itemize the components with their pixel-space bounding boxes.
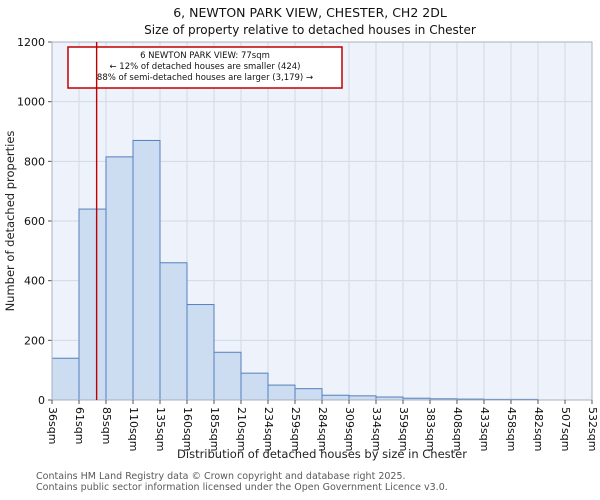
bar-36sqm (51, 357, 80, 401)
bar-309sqm (348, 395, 377, 401)
footer-line-1: Contains HM Land Registry data © Crown c… (36, 471, 406, 482)
annotation-line-2: ← 12% of detached houses are smaller (42… (109, 62, 300, 72)
y-tick-label: 800 (24, 155, 45, 168)
bar-259sqm (294, 388, 323, 401)
x-tick-label: 210sqm (235, 407, 248, 451)
x-tick-label: 507sqm (559, 407, 572, 451)
y-tick-label: 1200 (17, 36, 45, 49)
x-tick-label: 532sqm (586, 407, 599, 451)
bar-110sqm (132, 139, 161, 401)
x-tick-label: 334sqm (370, 407, 383, 451)
chart-subtitle: Size of property relative to detached ho… (144, 23, 476, 37)
bar-61sqm (78, 208, 107, 401)
bar-210sqm (240, 372, 269, 401)
annotation-box (67, 46, 343, 89)
x-tick-label: 359sqm (397, 407, 410, 451)
x-tick-label: 284sqm (316, 407, 329, 451)
bar-234sqm (267, 384, 296, 401)
x-tick-label: 309sqm (343, 407, 356, 451)
y-tick-label: 1000 (17, 96, 45, 109)
x-tick-label: 36sqm (46, 407, 59, 444)
footer-line-2: Contains public sector information licen… (36, 482, 448, 493)
x-tick-label: 433sqm (478, 407, 491, 451)
x-tick-label: 259sqm (289, 407, 302, 451)
x-tick-label: 383sqm (424, 407, 437, 451)
x-tick-label: 458sqm (505, 407, 518, 451)
annotation-line-3: 88% of semi-detached houses are larger (… (97, 73, 313, 83)
footer: Contains HM Land Registry data © Crown c… (36, 471, 448, 493)
x-tick-label: 408sqm (451, 407, 464, 451)
y-axis-label: Number of detached properties (3, 131, 17, 312)
x-tick-label: 482sqm (532, 407, 545, 451)
x-tick-label: 234sqm (262, 407, 275, 451)
bar-135sqm (159, 262, 188, 401)
y-tick-label: 200 (24, 334, 45, 347)
histogram-chart: 0 200 400 600 800 1000 1200 36sqm 61sqm 85sqm 110s… (3, 36, 599, 461)
bar-185sqm (213, 351, 242, 401)
y-tick-label: 600 (24, 215, 45, 228)
y-tick-label: 0 (38, 394, 45, 407)
x-axis-label: Distribution of detached houses by size … (177, 447, 467, 461)
x-tick-label: 160sqm (181, 407, 194, 451)
x-tick-label: 135sqm (154, 407, 167, 451)
y-tick-label: 400 (24, 275, 45, 288)
bar-284sqm (321, 394, 350, 401)
x-tick-label: 61sqm (73, 407, 86, 444)
annotation-line-1: 6 NEWTON PARK VIEW: 77sqm (140, 51, 270, 61)
bar-85sqm (105, 156, 134, 401)
x-tick-label: 185sqm (208, 407, 221, 451)
bar-160sqm (186, 304, 215, 401)
x-tick-label: 85sqm (100, 407, 113, 444)
chart-title: 6, NEWTON PARK VIEW, CHESTER, CH2 2DL (173, 5, 447, 20)
x-tick-label: 110sqm (127, 407, 140, 451)
